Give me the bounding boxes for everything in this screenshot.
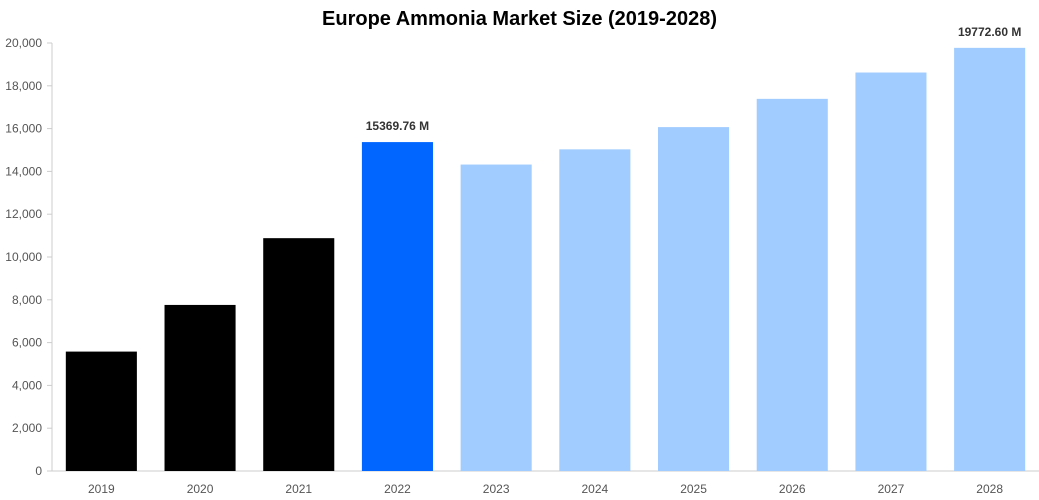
data-label-2028: 19772.60 M <box>958 25 1021 39</box>
x-tick-label: 2023 <box>483 482 510 496</box>
x-tick-label: 2026 <box>779 482 806 496</box>
bar-2020[interactable] <box>164 304 236 471</box>
y-tick-label: 6,000 <box>12 336 42 350</box>
bar-2024[interactable] <box>559 149 631 471</box>
y-tick-label: 12,000 <box>5 207 42 221</box>
x-tick-label: 2021 <box>285 482 312 496</box>
x-tick-label: 2019 <box>88 482 115 496</box>
bar-2023[interactable] <box>460 164 532 471</box>
y-tick-label: 10,000 <box>5 250 42 264</box>
bars-group <box>65 47 1026 472</box>
x-tick-label: 2020 <box>187 482 214 496</box>
y-axis: 0 2,000 4,000 6,000 8,000 10,000 12,000 14,000 1… <box>5 36 53 478</box>
y-tick-label: 8,000 <box>12 293 42 307</box>
x-tick-label: 2028 <box>976 482 1003 496</box>
bar-2021[interactable] <box>263 238 335 471</box>
y-tick-label: 14,000 <box>5 164 42 178</box>
chart-title: Europe Ammonia Market Size (2019-2028) <box>322 8 717 30</box>
data-label-2022: 15369.76 M <box>366 119 429 133</box>
bar-2022[interactable] <box>361 142 433 471</box>
y-tick-label: 20,000 <box>5 36 42 50</box>
y-tick-label: 2,000 <box>12 421 42 435</box>
y-tick-label: 16,000 <box>5 122 42 136</box>
y-tick-label: 0 <box>35 464 42 478</box>
bar-2025[interactable] <box>658 127 730 472</box>
x-tick-label: 2024 <box>581 482 608 496</box>
bar-2026[interactable] <box>756 98 828 471</box>
bar-2027[interactable] <box>855 72 927 472</box>
x-tick-label: 2022 <box>384 482 411 496</box>
y-tick-label: 4,000 <box>12 378 42 392</box>
bar-2019[interactable] <box>65 351 137 471</box>
data-labels-group: 15369.76 M 19772.60 M <box>366 25 1022 133</box>
x-axis: 2019 2020 2021 2022 2023 2024 2025 2026 2027 2028 <box>52 470 1039 496</box>
x-tick-label: 2025 <box>680 482 707 496</box>
x-tick-label: 2027 <box>878 482 905 496</box>
y-tick-label: 18,000 <box>5 79 42 93</box>
bar-2028[interactable] <box>954 47 1026 471</box>
